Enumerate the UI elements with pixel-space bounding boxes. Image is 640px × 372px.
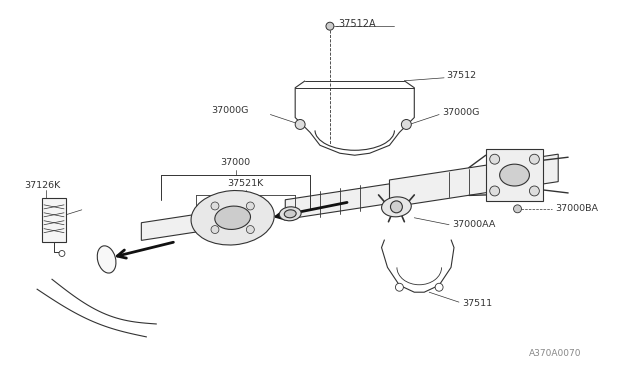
Ellipse shape — [97, 246, 116, 273]
Ellipse shape — [500, 164, 529, 186]
Text: 37521K: 37521K — [227, 179, 264, 187]
Circle shape — [246, 225, 254, 234]
Bar — [42, 198, 66, 241]
Text: 37126K: 37126K — [24, 180, 60, 189]
Text: 37000BA: 37000BA — [556, 204, 598, 213]
Ellipse shape — [279, 207, 301, 221]
Text: 37000AA: 37000AA — [452, 220, 495, 229]
Text: 37000: 37000 — [221, 158, 251, 167]
Polygon shape — [285, 184, 390, 219]
Circle shape — [211, 202, 219, 210]
Circle shape — [295, 119, 305, 129]
Text: 37511: 37511 — [462, 299, 492, 308]
Circle shape — [326, 22, 334, 30]
Circle shape — [211, 225, 219, 234]
Text: 37000G: 37000G — [442, 108, 479, 117]
Circle shape — [529, 186, 540, 196]
Ellipse shape — [284, 210, 296, 218]
Circle shape — [529, 154, 540, 164]
Circle shape — [396, 283, 403, 291]
Circle shape — [490, 154, 500, 164]
Circle shape — [246, 202, 254, 210]
Bar — [486, 149, 543, 201]
Ellipse shape — [191, 190, 275, 245]
Ellipse shape — [381, 197, 412, 217]
Circle shape — [513, 205, 522, 213]
Polygon shape — [390, 154, 558, 208]
Ellipse shape — [215, 206, 250, 230]
Text: 37512: 37512 — [446, 71, 476, 80]
Circle shape — [390, 201, 403, 213]
Text: 37512A: 37512A — [338, 19, 376, 29]
Polygon shape — [141, 204, 266, 240]
Text: A370A0070: A370A0070 — [529, 349, 581, 358]
Text: 37000G: 37000G — [211, 106, 248, 115]
Circle shape — [59, 250, 65, 256]
Circle shape — [435, 283, 443, 291]
Circle shape — [490, 186, 500, 196]
Circle shape — [401, 119, 412, 129]
